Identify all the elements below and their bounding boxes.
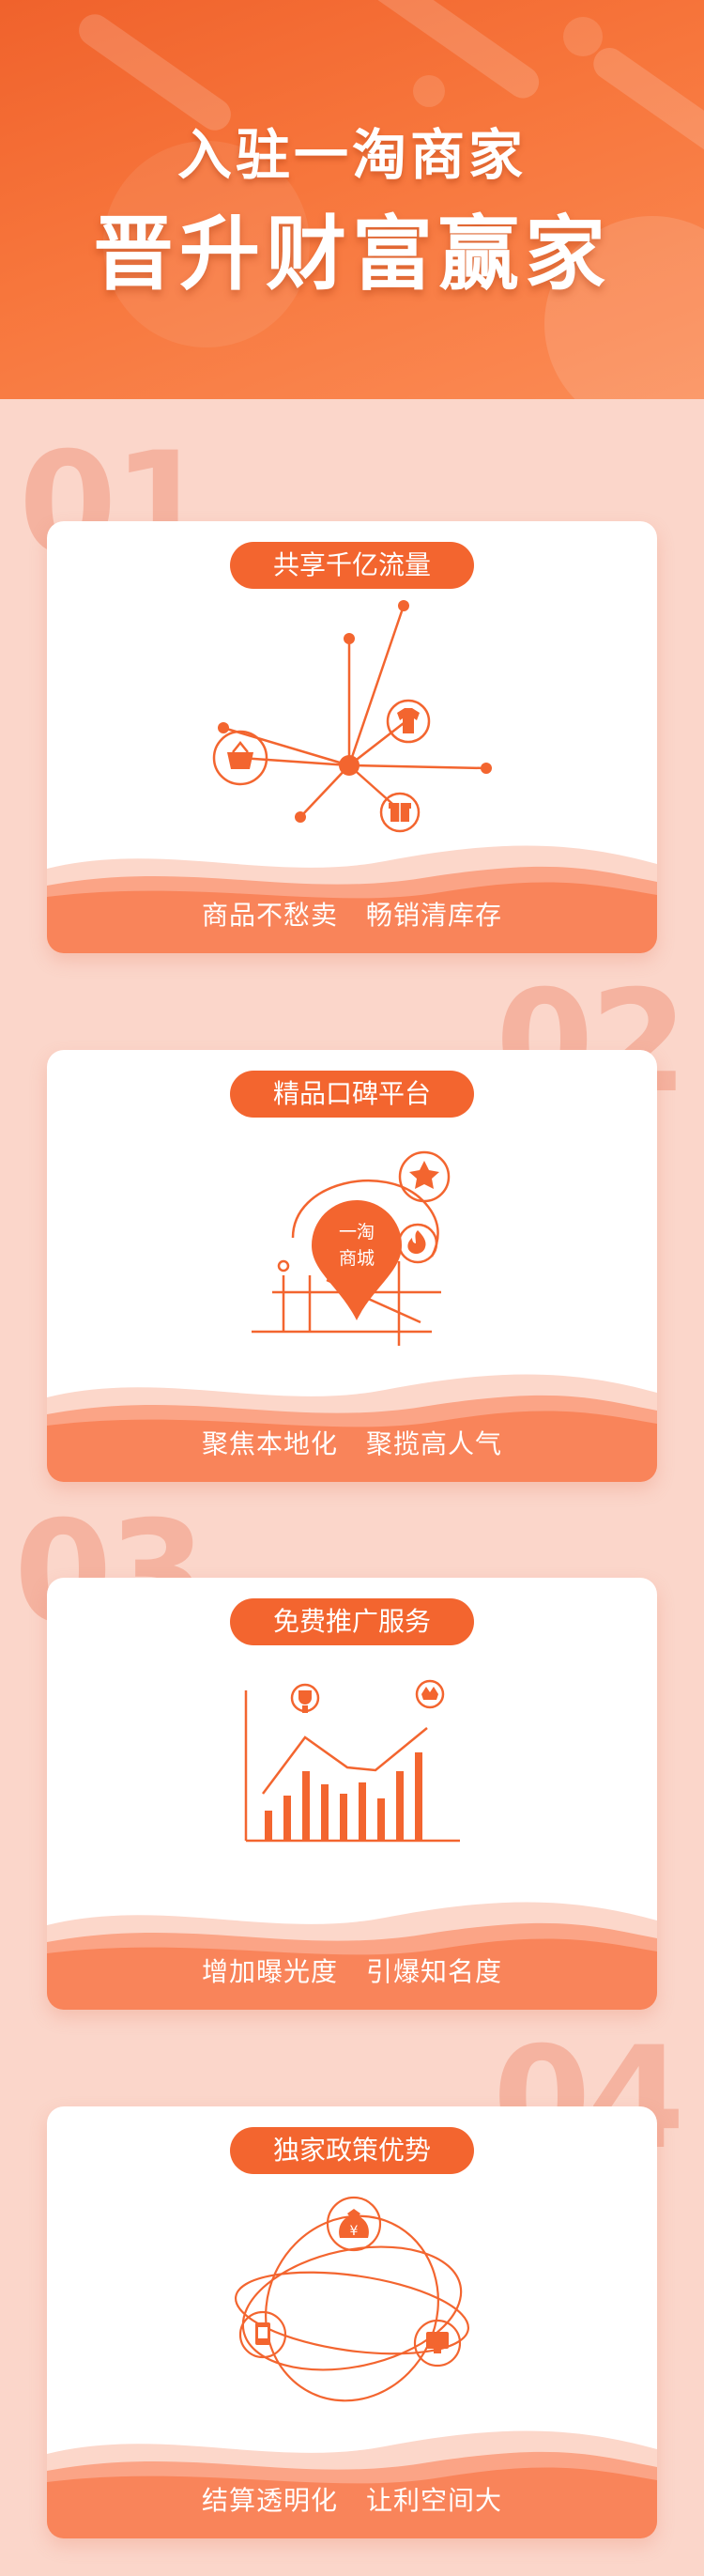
hero-title-line2: 晋升财富赢家 xyxy=(93,208,611,301)
caption-right: 引爆知名度 xyxy=(366,1956,503,1987)
money-orbit-icon: ¥ xyxy=(234,2196,470,2402)
pin-text-2: 商城 xyxy=(339,1248,375,1269)
feature-caption: 增加曝光度 引爆知名度 xyxy=(47,1951,657,1989)
caption-left: 聚焦本地化 xyxy=(201,1428,338,1459)
decor-dot xyxy=(413,75,445,107)
feature-caption: 商品不愁卖 畅销清库存 xyxy=(47,895,657,933)
bar-growth-icon xyxy=(244,1679,460,1843)
wave-decoration xyxy=(47,1374,657,1482)
feature-caption: 结算透明化 让利空间大 xyxy=(47,2480,657,2518)
caption-right: 畅销清库存 xyxy=(366,900,503,931)
feature-title: 独家政策优势 xyxy=(230,2127,474,2174)
caption-right: 让利空间大 xyxy=(366,2485,503,2516)
coin-symbol: ¥ xyxy=(350,2224,359,2239)
feature-card-reputation: 精品口碑平台 一淘 商城 聚焦本地化 聚揽高人气 xyxy=(47,1050,657,1482)
wave-decoration xyxy=(47,1902,657,2010)
hero-title-line1: 入驻一淘商家 xyxy=(176,123,527,187)
hero-banner: 入驻一淘商家 晋升财富赢家 xyxy=(0,0,704,399)
feature-title: 共享千亿流量 xyxy=(230,542,474,589)
feature-card-traffic: 共享千亿流量 xyxy=(47,521,657,953)
feature-title: 免费推广服务 xyxy=(230,1598,474,1645)
wave-decoration xyxy=(47,845,657,953)
decor-stripe xyxy=(365,0,545,105)
feature-card-promotion: 免费推广服务 增加曝光度 引爆知名度 xyxy=(47,1578,657,2010)
decor-dot xyxy=(563,17,603,56)
wave-decoration xyxy=(47,2430,657,2538)
pin-text-1: 一淘 xyxy=(339,1222,375,1242)
feature-title: 精品口碑平台 xyxy=(230,1071,474,1118)
traffic-network-icon xyxy=(212,600,492,833)
feature-card-policy: 独家政策优势 ¥ 结算透明化 让利空间大 xyxy=(47,2106,657,2538)
feature-caption: 聚焦本地化 聚揽高人气 xyxy=(47,1424,657,1461)
decor-circle xyxy=(103,141,310,347)
map-pin-icon: 一淘 商城 xyxy=(252,1150,451,1346)
caption-left: 增加曝光度 xyxy=(201,1956,338,1987)
caption-left: 商品不愁卖 xyxy=(201,900,338,931)
caption-left: 结算透明化 xyxy=(201,2485,338,2516)
caption-right: 聚揽高人气 xyxy=(366,1428,503,1459)
